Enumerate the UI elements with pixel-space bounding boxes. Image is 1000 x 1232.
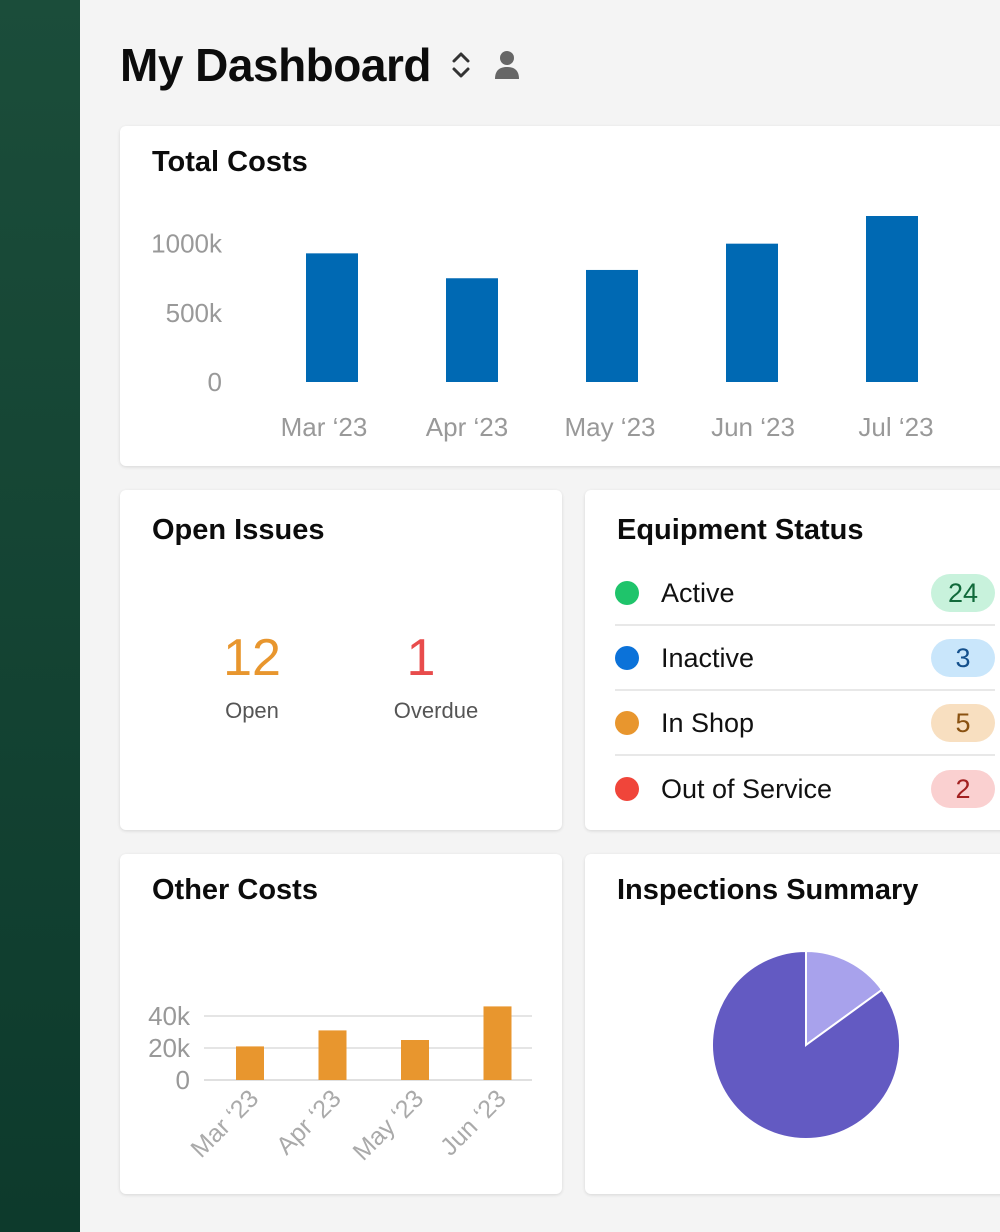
y-tick-label: 500k [166,298,223,328]
status-label: Active [661,577,735,608]
y-tick-label: 0 [208,367,222,397]
status-row-in-shop[interactable]: In Shop 5 [615,692,995,756]
equipment-status-card: Equipment Status Active 24 Inactive 3 In… [585,490,1000,830]
y-tick-label: 0 [176,1065,190,1095]
x-tick-label: Jun ‘23 [435,1084,512,1161]
x-tick-label: Apr ‘23 [426,412,508,442]
sidebar [0,0,80,1232]
inspections-summary-card: Inspections Summary [585,854,1000,1194]
x-tick-label: May ‘23 [348,1084,430,1166]
open-issues-card: Open Issues 12 Open 1 Overdue [120,490,562,830]
bar[interactable] [306,253,358,382]
bar[interactable] [401,1040,429,1080]
status-label: Out of Service [661,773,833,804]
overdue-label: Overdue [393,698,479,723]
user-icon[interactable] [491,45,523,85]
open-label: Open [225,698,279,723]
other-costs-card: Other Costs 40k 20k 0 Mar ‘23 Apr ‘23 May ‘23… [120,854,562,1194]
overdue-count: 1 [406,629,436,687]
equipment-status-title: Equipment Status [617,514,864,546]
bar[interactable] [446,278,498,382]
x-tick-label: Apr ‘23 [271,1084,347,1160]
status-dot [615,646,639,670]
status-row-active[interactable]: Active 24 [615,562,995,626]
count-badge: 3 [931,639,995,677]
pie-slice[interactable] [805,949,884,1047]
open-stat[interactable]: 12 Open [172,632,332,724]
open-issues-title: Open Issues [152,514,325,546]
y-tick-label: 40k [148,1001,191,1031]
open-count: 12 [223,629,281,687]
status-dot [615,711,639,735]
bar[interactable] [726,243,778,382]
x-tick-label: Jul ‘23 [858,412,933,442]
x-tick-label: Mar ‘23 [185,1084,264,1163]
count-badge: 2 [931,770,995,808]
status-label: Inactive [661,642,755,673]
page-title: My Dashboard [120,39,431,91]
other-costs-title: Other Costs [152,874,318,906]
bar[interactable] [483,1006,512,1080]
y-tick-label: 1000k [151,229,223,259]
status-dot [615,777,639,801]
total-costs-chart: 1000k 500k 0 Mar ‘23 Apr ‘23 May ‘23 Jun ‘23 Ju… [151,216,934,442]
total-costs-title: Total Costs [152,146,308,178]
bar[interactable] [318,1030,347,1080]
bar[interactable] [866,216,918,382]
count-badge: 5 [931,704,995,742]
status-row-inactive[interactable]: Inactive 3 [615,627,995,691]
bar[interactable] [586,269,638,382]
y-tick-label: 20k [148,1033,191,1063]
status-row-out-of-service[interactable]: Out of Service 2 [615,757,995,821]
x-tick-label: Mar ‘23 [281,412,368,442]
chevron-up-down-icon[interactable] [449,45,473,85]
x-tick-label: Jun ‘23 [711,412,795,442]
total-costs-card: Total Costs 1000k 500k 0 Mar ‘23 Apr ‘23 May … [120,126,1000,466]
inspections-pie-chart [711,949,901,1140]
overdue-stat[interactable]: 1 Overdue [356,632,516,724]
status-label: In Shop [661,707,755,738]
pie-slice[interactable] [711,949,901,1140]
inspections-summary-title: Inspections Summary [617,874,919,906]
x-tick-label: May ‘23 [564,412,655,442]
status-dot [615,581,639,605]
bar[interactable] [236,1046,264,1080]
page-header: My Dashboard [120,38,523,92]
count-badge: 24 [931,574,995,612]
